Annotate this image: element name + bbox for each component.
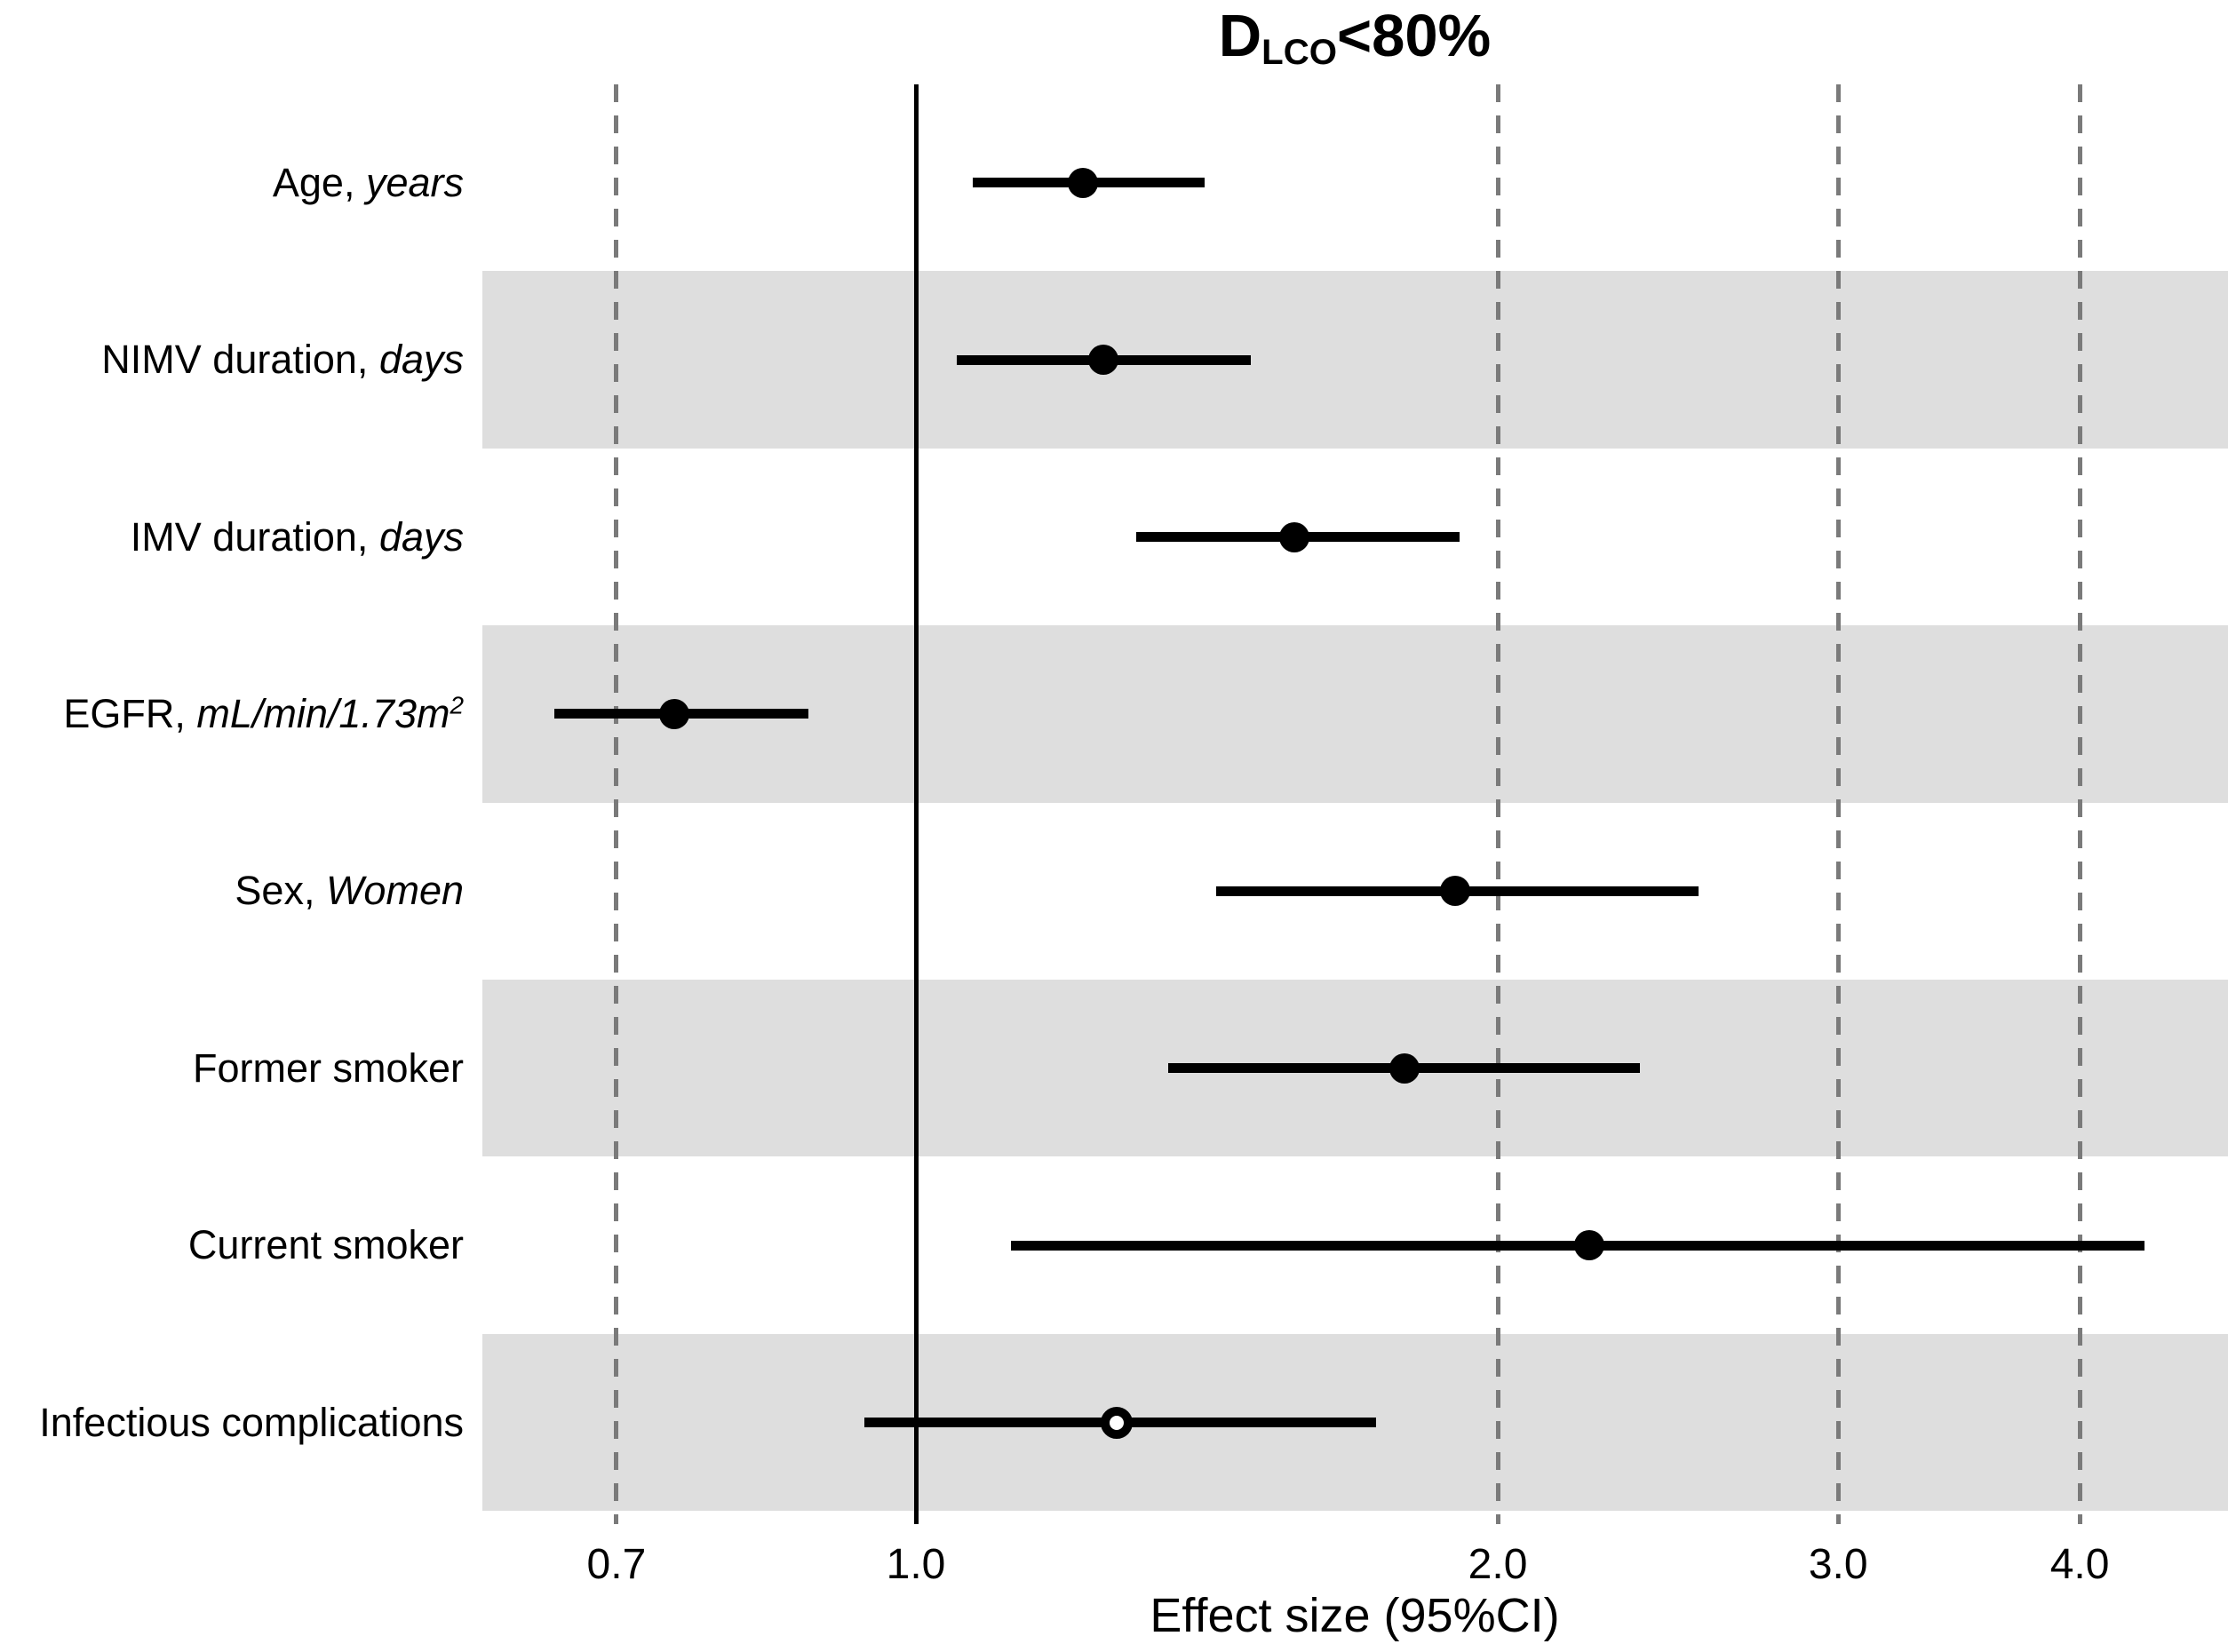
gridline-x-2.0 xyxy=(1495,84,1500,1524)
row-label-part: days xyxy=(378,337,464,383)
point-estimate-marker xyxy=(1087,345,1118,376)
row-label: Age, years xyxy=(273,160,464,206)
gridline-x-0.7 xyxy=(614,84,619,1524)
row-label: IMV duration, days xyxy=(131,514,464,560)
row-label-part: NIMV duration, xyxy=(101,337,379,383)
row-label-part: days xyxy=(378,513,464,560)
row-label-part: Age, xyxy=(272,159,366,205)
x-axis-title: Effect size (95%CI) xyxy=(1150,1589,1560,1642)
point-estimate-marker xyxy=(659,698,690,729)
row-label-part: Current smoker xyxy=(187,1222,464,1268)
x-tick-label-1.0: 1.0 xyxy=(886,1541,946,1588)
x-tick-label-2.0: 2.0 xyxy=(1468,1541,1528,1588)
row-label: Current smoker xyxy=(188,1222,464,1268)
row-label-part: IMV duration, xyxy=(130,513,379,560)
row-label: Infectious complications xyxy=(39,1400,464,1446)
row-label-part: years xyxy=(365,159,464,205)
row-label-part: Former smoker xyxy=(192,1044,464,1091)
row-shaded-band xyxy=(482,271,2228,449)
row-label-part: 2 xyxy=(450,691,464,719)
row-label-part: Women xyxy=(325,868,464,914)
row-label: Sex, Women xyxy=(235,868,464,914)
row-label-part: Infectious complications xyxy=(39,1399,464,1445)
point-estimate-marker xyxy=(1279,521,1310,552)
point-estimate-marker-open xyxy=(1100,1406,1133,1439)
x-tick-label-4.0: 4.0 xyxy=(2049,1541,2110,1588)
chart-title-rest: <80% xyxy=(1337,3,1492,69)
x-tick-label-0.7: 0.7 xyxy=(586,1541,647,1588)
x-tick-label-3.0: 3.0 xyxy=(1808,1541,1868,1588)
point-estimate-marker xyxy=(1439,876,1470,907)
chart-title-main: D xyxy=(1218,3,1262,69)
chart-title-subscript: LCO xyxy=(1261,31,1337,72)
row-label: EGFR, mL/min/1.73m2 xyxy=(63,691,464,737)
gridline-x-3.0 xyxy=(1835,84,1841,1524)
row-label-part: mL/min/1.73m xyxy=(196,690,450,736)
row-label: Former smoker xyxy=(193,1045,464,1092)
point-estimate-marker xyxy=(1067,167,1098,198)
point-estimate-marker xyxy=(1573,1230,1604,1261)
reference-line xyxy=(913,84,919,1524)
row-label-part: Sex, xyxy=(235,868,326,914)
row-label-part: EGFR, xyxy=(63,690,197,736)
gridline-x-4.0 xyxy=(2077,84,2082,1524)
row-label: NIMV duration, days xyxy=(101,337,464,383)
chart-title: DLCO<80% xyxy=(1219,2,1491,73)
point-estimate-marker xyxy=(1389,1052,1420,1084)
